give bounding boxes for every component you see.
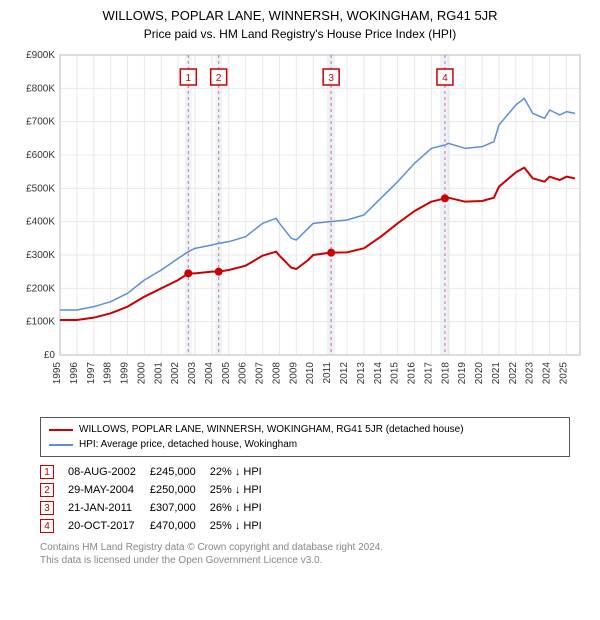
table-row: 2 29-MAY-2004£250,00025% ↓ HPI	[40, 481, 276, 499]
sale-price: £250,000	[150, 481, 210, 499]
svg-text:2011: 2011	[322, 362, 333, 384]
sale-date: 08-AUG-2002	[68, 463, 150, 481]
svg-text:2016: 2016	[407, 362, 418, 385]
footer-line2: This data is licensed under the Open Gov…	[40, 554, 570, 567]
sales-table: 1 08-AUG-2002£245,00022% ↓ HPI 2 29-MAY-200…	[40, 463, 276, 535]
sale-date: 21-JAN-2011	[68, 499, 150, 517]
svg-text:2: 2	[216, 73, 222, 84]
svg-text:2019: 2019	[457, 362, 468, 385]
svg-text:2023: 2023	[525, 362, 536, 385]
svg-text:2005: 2005	[221, 362, 232, 385]
sale-price: £307,000	[150, 499, 210, 517]
legend-row-property: WILLOWS, POPLAR LANE, WINNERSH, WOKINGHA…	[49, 422, 561, 437]
chart-plot: £0 £100K £200K £300K £400K £500K £600K £700K £80…	[15, 49, 585, 409]
svg-text:£800K: £800K	[26, 83, 55, 94]
chart-container: WILLOWS, POPLAR LANE, WINNERSH, WOKINGHA…	[0, 0, 600, 577]
svg-text:2015: 2015	[390, 362, 401, 385]
sale-marker-icon: 3	[40, 501, 54, 515]
svg-text:2014: 2014	[373, 362, 384, 385]
table-row: 1 08-AUG-2002£245,00022% ↓ HPI	[40, 463, 276, 481]
svg-text:£600K: £600K	[26, 150, 55, 161]
sale-price: £470,000	[150, 517, 210, 535]
svg-text:2006: 2006	[238, 362, 249, 385]
svg-text:3: 3	[328, 73, 334, 84]
sale-delta: 25% ↓ HPI	[210, 481, 276, 499]
sale-marker-icon: 4	[40, 519, 54, 533]
legend: WILLOWS, POPLAR LANE, WINNERSH, WOKINGHA…	[40, 417, 570, 457]
legend-label-property: WILLOWS, POPLAR LANE, WINNERSH, WOKINGHA…	[79, 422, 464, 437]
sale-date: 29-MAY-2004	[68, 481, 150, 499]
svg-text:2001: 2001	[153, 362, 164, 385]
svg-text:£0: £0	[44, 350, 56, 361]
chart-title: WILLOWS, POPLAR LANE, WINNERSH, WOKINGHA…	[10, 8, 590, 23]
svg-text:1998: 1998	[103, 362, 114, 385]
svg-text:4: 4	[442, 73, 448, 84]
svg-text:2003: 2003	[187, 362, 198, 385]
svg-text:2021: 2021	[491, 362, 502, 385]
svg-text:£300K: £300K	[26, 250, 55, 261]
svg-text:2024: 2024	[542, 362, 553, 385]
sale-delta: 26% ↓ HPI	[210, 499, 276, 517]
svg-text:2012: 2012	[339, 362, 350, 385]
svg-text:£700K: £700K	[26, 117, 55, 128]
svg-text:2013: 2013	[356, 362, 367, 385]
svg-text:1996: 1996	[69, 362, 80, 385]
svg-text:2022: 2022	[508, 362, 519, 385]
svg-text:2007: 2007	[255, 362, 266, 385]
svg-text:1: 1	[186, 73, 192, 84]
sale-delta: 25% ↓ HPI	[210, 517, 276, 535]
svg-text:2020: 2020	[474, 362, 485, 385]
sale-price: £245,000	[150, 463, 210, 481]
footer-attribution: Contains HM Land Registry data © Crown c…	[40, 541, 570, 567]
legend-swatch-hpi	[49, 444, 73, 446]
footer-line1: Contains HM Land Registry data © Crown c…	[40, 541, 570, 554]
sale-delta: 22% ↓ HPI	[210, 463, 276, 481]
svg-text:2025: 2025	[558, 362, 569, 385]
svg-text:1997: 1997	[86, 362, 97, 385]
svg-text:2018: 2018	[440, 362, 451, 385]
svg-text:£400K: £400K	[26, 217, 55, 228]
svg-text:2000: 2000	[136, 362, 147, 385]
svg-text:2008: 2008	[271, 362, 282, 385]
table-row: 4 20-OCT-2017£470,00025% ↓ HPI	[40, 517, 276, 535]
svg-text:1999: 1999	[120, 362, 131, 385]
svg-text:2010: 2010	[305, 362, 316, 385]
svg-text:2004: 2004	[204, 362, 215, 385]
svg-text:2017: 2017	[423, 362, 434, 385]
svg-text:£900K: £900K	[26, 50, 55, 61]
table-row: 3 21-JAN-2011£307,00026% ↓ HPI	[40, 499, 276, 517]
svg-text:£500K: £500K	[26, 183, 55, 194]
svg-text:£100K: £100K	[26, 317, 55, 328]
sale-marker-icon: 2	[40, 483, 54, 497]
legend-swatch-property	[49, 429, 73, 431]
svg-text:2009: 2009	[288, 362, 299, 385]
legend-row-hpi: HPI: Average price, detached house, Woki…	[49, 437, 561, 452]
legend-label-hpi: HPI: Average price, detached house, Woki…	[79, 437, 297, 452]
chart-subtitle: Price paid vs. HM Land Registry's House …	[10, 27, 590, 41]
svg-text:1995: 1995	[52, 362, 63, 385]
svg-text:£200K: £200K	[26, 283, 55, 294]
sale-marker-icon: 1	[40, 465, 54, 479]
svg-text:2002: 2002	[170, 362, 181, 385]
sale-date: 20-OCT-2017	[68, 517, 150, 535]
